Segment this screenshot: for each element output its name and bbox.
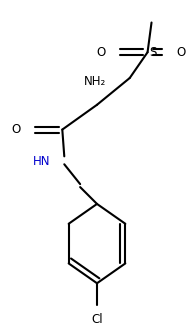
Text: O: O xyxy=(11,123,21,136)
Text: S: S xyxy=(150,46,157,59)
Text: O: O xyxy=(176,46,186,59)
Text: HN: HN xyxy=(33,155,50,168)
Text: NH₂: NH₂ xyxy=(84,75,106,88)
Text: O: O xyxy=(97,46,106,59)
Text: Cl: Cl xyxy=(91,313,103,326)
